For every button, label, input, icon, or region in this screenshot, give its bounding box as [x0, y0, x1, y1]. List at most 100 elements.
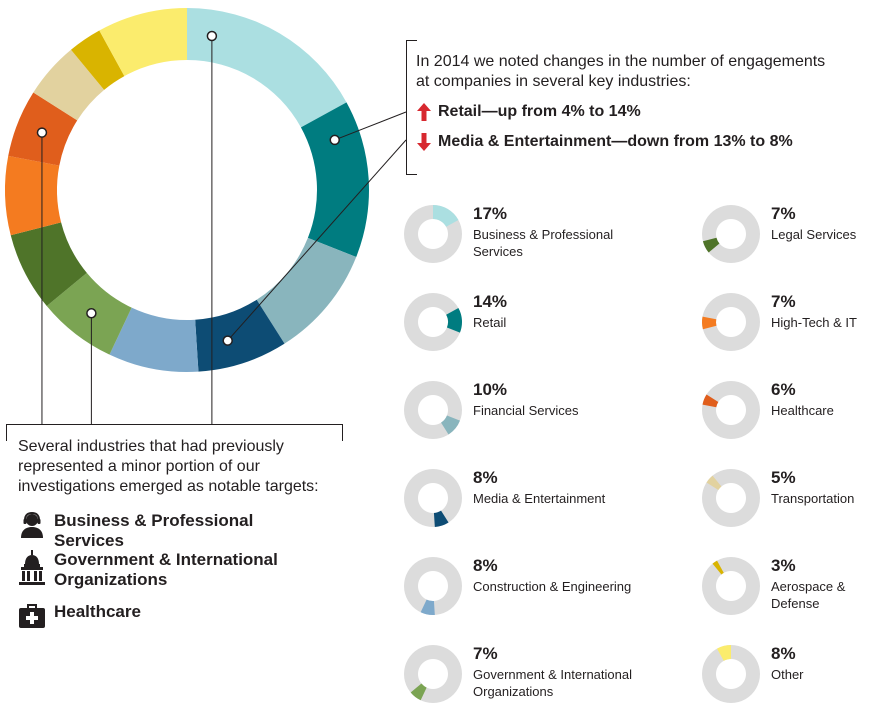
mini-segment [702, 316, 717, 330]
bottom-callout-intro: Several industries that had previously r… [18, 438, 319, 495]
business-person-icon [21, 511, 43, 538]
mini-label: Aerospace & Defense [771, 579, 846, 611]
mini-chart-transportation: 5% Transportation [701, 468, 870, 538]
mini-percent: 10% [473, 380, 508, 399]
emerging-label-government: Government & International Organizations [54, 550, 278, 589]
mini-donut [403, 293, 462, 351]
mini-chart-hightech: 7% High-Tech & IT [701, 292, 870, 362]
mini-chart-business: 17% Business & Professional Services [403, 204, 613, 274]
mini-donut [701, 557, 760, 615]
mini-label: Transportation [771, 491, 855, 506]
donut-segment-retail [300, 102, 369, 257]
mini-segment [433, 510, 449, 527]
government-marker [86, 308, 97, 319]
mini-label: Media & Entertainment [473, 491, 606, 506]
mini-track [701, 381, 760, 439]
mini-percent: 7% [771, 292, 796, 311]
mini-track [701, 293, 760, 351]
healthcare-marker [36, 127, 48, 138]
mini-label: Government & International Organizations [473, 667, 632, 699]
mini-percent: 17% [473, 204, 508, 223]
mini-donut [403, 645, 462, 703]
capitol-building-icon [19, 550, 45, 585]
down-arrow-icon [417, 133, 431, 151]
mini-percent: 14% [473, 292, 508, 311]
emerging-item-government: Government & International Organizations [18, 550, 324, 590]
donut-segment-aerospace-defense [70, 30, 125, 90]
top-callout: In 2014 we noted changes in the number o… [406, 40, 826, 175]
mini-label: Construction & Engineering [473, 579, 632, 594]
mini-segment [702, 394, 719, 408]
retail-marker [329, 134, 340, 146]
mini-donut [403, 205, 462, 263]
retail-change-text: Retail—up from 4% to 14% [438, 103, 641, 120]
mini-track [701, 557, 760, 615]
top-callout-intro: In 2014 we noted changes in the number o… [416, 53, 826, 90]
emerging-item-healthcare: Healthcare [18, 602, 324, 630]
mini-percent: 6% [771, 380, 796, 399]
mini-percent: 7% [771, 204, 796, 223]
donut-segment-financial-services [256, 237, 357, 344]
mini-donut [701, 469, 760, 527]
bottom-callout-bracket [6, 424, 343, 441]
mini-donut [701, 205, 760, 263]
mini-segment [717, 645, 731, 661]
mini-donut [701, 381, 760, 439]
mini-chart-other: 8% Other [701, 644, 870, 714]
mini-segment [446, 308, 462, 333]
mini-chart-media: 8% Media & Entertainment [403, 468, 605, 538]
media-change-row: Media & Entertainment—down from 13% to 8… [416, 132, 793, 152]
mini-donut [403, 557, 462, 615]
mini-percent: 8% [473, 556, 498, 575]
mini-donut [701, 645, 760, 703]
media-leader-line [227, 139, 407, 341]
mini-label: Financial Services [473, 403, 579, 418]
mini-percent: 8% [473, 468, 498, 487]
mini-track [701, 205, 760, 263]
mini-donut [403, 469, 462, 527]
mini-segment [433, 205, 459, 227]
emerging-label-healthcare: Healthcare [54, 602, 141, 621]
mini-track [403, 293, 462, 351]
donut-segment-media-entertainment [195, 299, 285, 372]
mini-donut [403, 381, 462, 439]
mini-label: Other [771, 667, 804, 682]
donut-segment-other [99, 8, 187, 77]
mini-segment [441, 415, 460, 435]
medical-kit-icon [19, 604, 45, 628]
mini-chart-retail: 14% Retail [403, 292, 583, 362]
mini-label: Healthcare [771, 403, 834, 418]
business-marker [206, 30, 218, 42]
mini-percent: 3% [771, 556, 796, 575]
mini-label: High-Tech & IT [771, 315, 857, 330]
mini-percent: 5% [771, 468, 796, 487]
mini-segment [702, 237, 720, 253]
retail-leader-line [334, 111, 407, 141]
mini-chart-government: 7% Government & International Organizati… [403, 644, 632, 714]
donut-segment-transportation [33, 49, 105, 121]
retail-change-row: Retail—up from 4% to 14% [416, 102, 641, 122]
mini-segment [706, 475, 722, 490]
mini-chart-financial: 10% Financial Services [403, 380, 583, 450]
up-arrow-icon [417, 103, 431, 121]
emerging-item-business: Business & Professional Services [18, 511, 324, 551]
mini-segment [410, 683, 427, 701]
media-marker [222, 335, 233, 346]
mini-chart-healthcare: 6% Healthcare [701, 380, 870, 450]
mini-label: Legal Services [771, 227, 857, 242]
mini-percent: 8% [771, 644, 796, 663]
donut-segment-construction-engineering [109, 307, 199, 372]
donut-segment-high-tech-it [4, 155, 62, 236]
media-change-text: Media & Entertainment—down from 13% to 8… [438, 133, 793, 150]
emerging-label-business: Business & Professional Services [54, 511, 254, 550]
mini-track [701, 645, 760, 703]
mini-segment [420, 599, 435, 615]
mini-donut [701, 293, 760, 351]
mini-track [403, 469, 462, 527]
donut-segment-business-professional-services [187, 8, 347, 128]
mini-chart-aerospace: 3% Aerospace & Defense [701, 556, 870, 626]
donut-segment-legal-services [10, 222, 87, 307]
callout-bracket [406, 40, 417, 175]
